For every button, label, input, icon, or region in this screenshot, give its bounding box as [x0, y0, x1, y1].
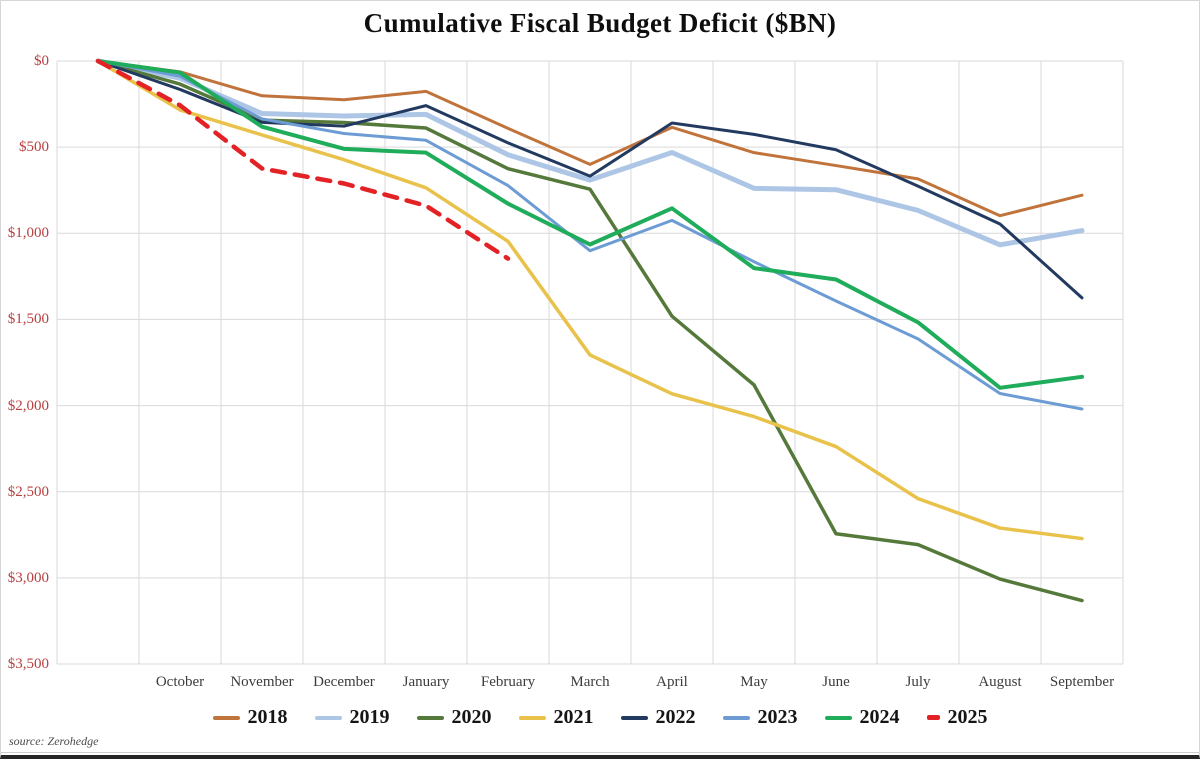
legend-item-2020: 2020 — [416, 706, 492, 729]
legend-label-2022: 2022 — [655, 706, 696, 728]
legend-item-2023: 2023 — [722, 706, 798, 729]
y-tick-label: $3,000 — [7, 569, 49, 586]
legend-item-2024: 2024 — [824, 706, 900, 729]
series-line-2025 — [95, 58, 511, 261]
x-axis-label-june: June — [822, 674, 850, 690]
x-axis-label-april: April — [656, 674, 688, 690]
series-line-2021 — [96, 59, 1084, 541]
x-axis-label-august: August — [978, 674, 1022, 690]
series-line-2019 — [95, 58, 1085, 248]
x-axis-label-july: July — [905, 674, 931, 690]
legend-item-2025: 2025 — [926, 706, 988, 729]
legend-swatch-2018 — [212, 715, 240, 720]
y-tick-label: $3,500 — [7, 656, 49, 672]
legend-swatch-2021 — [518, 715, 546, 720]
x-axis-label-december: December — [313, 674, 375, 690]
legend-label-2025: 2025 — [947, 706, 988, 728]
y-tick-label: $2,500 — [7, 483, 49, 500]
legend-swatch-2022 — [620, 715, 648, 720]
x-axis-label-february: February — [480, 674, 536, 690]
legend-item-2018: 2018 — [212, 706, 288, 729]
x-axis-label-may: May — [740, 674, 768, 690]
series-line-2018 — [96, 59, 1084, 218]
x-axis-label-november: November — [230, 674, 294, 690]
legend-label-2019: 2019 — [349, 706, 390, 728]
source-credit: source: Zerohedge — [9, 734, 99, 748]
legend-swatch-2023 — [722, 715, 750, 720]
x-axis-label-march: March — [570, 674, 610, 690]
legend-label-2018: 2018 — [247, 706, 288, 728]
legend-item-2022: 2022 — [620, 706, 696, 729]
bottom-divider — [1, 752, 1199, 753]
x-axis-label-october: October — [155, 674, 205, 690]
series-line-2023 — [96, 59, 1084, 411]
legend-item-2019: 2019 — [314, 706, 390, 729]
legend-swatch-2025 — [926, 715, 940, 720]
chart-title: Cumulative Fiscal Budget Deficit ($BN) — [363, 8, 837, 38]
y-tick-label: $1,000 — [7, 225, 49, 242]
y-tick-label: $0 — [34, 53, 49, 69]
y-tick-label: $500 — [19, 139, 49, 156]
x-axis-label-january: January — [402, 674, 450, 690]
y-tick-label: $2,000 — [7, 397, 49, 414]
chart-legend: 2018 2019 2020 2021 2022 2023 2024 2025 — [1, 706, 1199, 729]
legend-swatch-2019 — [314, 715, 342, 720]
series-line-2022 — [96, 59, 1084, 300]
legend-swatch-2020 — [416, 715, 444, 720]
legend-label-2020: 2020 — [451, 706, 492, 728]
legend-swatch-2024 — [824, 715, 852, 720]
series-line-2020 — [96, 59, 1084, 603]
legend-label-2024: 2024 — [859, 706, 900, 728]
legend-label-2021: 2021 — [553, 706, 594, 728]
x-axis-label-september: September — [1049, 674, 1115, 690]
series-line-2024 — [96, 59, 1084, 390]
legend-label-2023: 2023 — [757, 706, 798, 728]
y-tick-label: $1,500 — [7, 311, 49, 328]
legend-item-2021: 2021 — [518, 706, 594, 729]
